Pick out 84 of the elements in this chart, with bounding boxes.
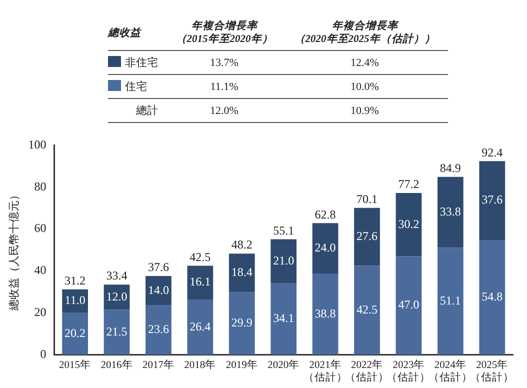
total-label: 62.8 <box>314 207 336 222</box>
bar <box>479 161 506 240</box>
data-label: 54.8 <box>482 290 503 304</box>
legend-label: 住宅 <box>108 74 168 98</box>
total-label: 31.2 <box>64 274 86 288</box>
bar <box>312 273 338 355</box>
bar <box>187 266 214 300</box>
text: 13.7% <box>167 50 282 74</box>
data-label: 20.2 <box>64 326 86 340</box>
data-label: 11.0 <box>64 293 86 308</box>
data-label: 51.1 <box>440 293 461 308</box>
x-tick-label: 2017年 <box>142 358 174 371</box>
bar <box>438 248 464 355</box>
x-tick-label: 2020年 <box>268 358 300 371</box>
data-label: 37.6 <box>482 192 503 207</box>
bar <box>228 254 255 292</box>
x-tick-label: 2018年 <box>184 358 216 371</box>
y-tick-label: 80 <box>34 179 46 194</box>
bar <box>228 292 255 355</box>
text: 總收益 <box>108 26 142 40</box>
data-label: 38.8 <box>314 306 336 320</box>
text: 12.4% <box>282 50 448 74</box>
data-label: 30.2 <box>398 216 420 231</box>
x-tick-label: 2019年 <box>226 358 258 371</box>
bar <box>270 283 297 355</box>
data-label: 21.5 <box>106 324 128 338</box>
x-tick-label: 2023年（估計） <box>386 358 431 384</box>
data-label: 26.4 <box>190 319 211 334</box>
bar <box>62 312 88 355</box>
bar <box>354 266 380 355</box>
x-tick-label: 2016年 <box>100 358 133 371</box>
x-tick-label: 2022年（估計） <box>345 358 390 384</box>
bar <box>270 239 297 284</box>
y-axis-title: 總收益（人民幣十億元） <box>7 190 20 312</box>
bar <box>312 223 338 274</box>
data-label: 18.4 <box>231 265 252 280</box>
bar <box>62 289 88 312</box>
text: 12.0% <box>167 98 282 122</box>
bar <box>146 305 172 355</box>
data-label: 47.0 <box>398 298 420 312</box>
text: 年複合增長率（2015年至2020年） <box>174 18 274 47</box>
text: 11.1% <box>167 74 282 98</box>
text: 10.0% <box>282 74 448 98</box>
data-label: 14.0 <box>148 282 169 297</box>
legend-label: 非住宅 <box>108 50 168 74</box>
data-label: 34.1 <box>273 311 294 326</box>
total-label: 48.2 <box>231 238 252 252</box>
data-label: 29.9 <box>231 316 252 330</box>
total-label: 77.2 <box>398 177 420 192</box>
total-label: 42.5 <box>190 250 211 264</box>
data-label: 27.6 <box>356 228 378 243</box>
total-label: 84.9 <box>440 161 461 176</box>
data-label: 24.0 <box>314 240 336 254</box>
total-label: 37.6 <box>148 260 169 274</box>
x-tick-label: 2024年（估計） <box>428 358 472 384</box>
bar <box>396 256 422 355</box>
bar <box>104 310 130 355</box>
bar <box>187 299 214 355</box>
total-label: 33.4 <box>106 268 128 283</box>
total-label: 55.1 <box>273 223 294 238</box>
y-tick-label: 0 <box>40 346 46 361</box>
bar <box>146 276 172 306</box>
total-label: 92.4 <box>482 145 503 160</box>
bar <box>396 192 422 256</box>
data-label: 21.0 <box>273 253 294 268</box>
y-tick-label: 40 <box>34 263 46 278</box>
data-label: 23.6 <box>148 322 169 336</box>
text: 總計 <box>108 98 168 122</box>
x-tick-label: 2015年 <box>59 358 92 371</box>
data-label: 12.0 <box>106 289 128 304</box>
total-label: 70.1 <box>356 192 378 206</box>
bar <box>438 176 464 248</box>
data-label: 42.5 <box>356 302 378 316</box>
x-tick-label: 2025年（估計） <box>470 358 514 384</box>
text: 年複合增長率（2020年至2025年（估計）） <box>293 18 436 47</box>
x-tick-label: 2021年（估計） <box>303 358 348 384</box>
text: 10.9% <box>282 98 448 122</box>
data-label: 33.8 <box>440 204 461 218</box>
y-tick-label: 100 <box>28 137 46 152</box>
data-label: 16.1 <box>190 274 211 289</box>
bar <box>354 208 380 266</box>
y-tick-label: 20 <box>34 305 46 320</box>
bar <box>479 240 506 355</box>
y-tick-label: 60 <box>34 221 46 236</box>
